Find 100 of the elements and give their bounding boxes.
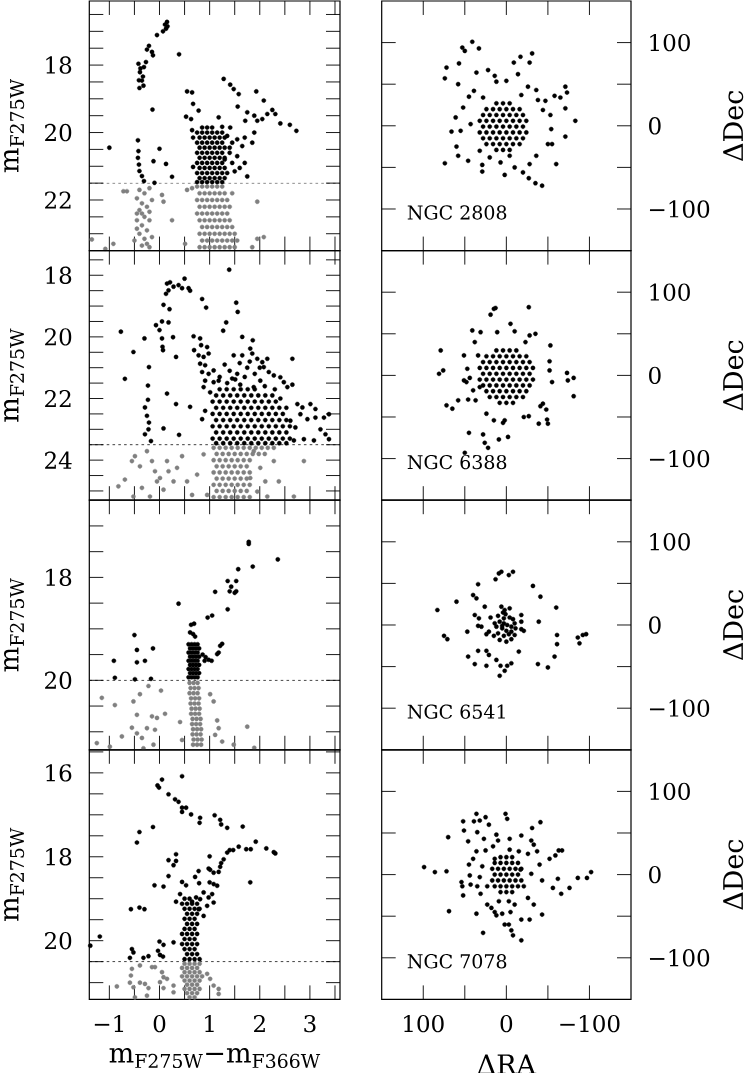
y-tick-label: 0: [649, 865, 661, 884]
point: [187, 961, 192, 967]
x-tick-label: 2: [254, 1014, 265, 1033]
point: [182, 986, 187, 992]
point: [164, 976, 170, 982]
point: [142, 981, 148, 987]
y-tick-label: 22: [45, 191, 71, 209]
point: [204, 971, 210, 977]
point: [187, 978, 192, 983]
point: [189, 990, 195, 996]
y-tick-label: 20: [45, 671, 72, 690]
point: [171, 983, 176, 988]
y-tick-label: −100: [649, 200, 710, 218]
point: [197, 978, 202, 983]
y-tick-label: 100: [650, 283, 690, 301]
point: [216, 991, 221, 997]
y-tick-label: 0: [649, 616, 661, 634]
x-axis-title: m$_{F275W}$−m$_{F366W}$: [109, 1048, 321, 1069]
point: [144, 993, 150, 998]
y-tick-label: 100: [650, 533, 690, 551]
point: [157, 979, 163, 985]
point: [179, 974, 185, 979]
point: [182, 969, 187, 975]
y-tick-label: 100: [650, 33, 690, 52]
y-axis-title: ΔDec: [723, 590, 744, 661]
x-tick-label: 3: [304, 1014, 316, 1033]
y-tick-label: −100: [649, 949, 710, 967]
point: [192, 986, 197, 992]
point: [182, 961, 187, 967]
x-tick-label: −1: [94, 1014, 124, 1033]
y-tick-label: 22: [45, 389, 71, 408]
point: [127, 980, 133, 985]
point: [192, 961, 197, 967]
point: [132, 995, 138, 1000]
point: [114, 984, 120, 989]
y-tick-label: 20: [45, 931, 72, 950]
annotation: NGC 6541: [407, 704, 505, 719]
y-tick-label: 0: [649, 366, 661, 385]
y-tick-label: 0: [649, 117, 661, 135]
y-tick-label: −100: [649, 449, 710, 468]
point: [179, 965, 185, 971]
point: [161, 974, 166, 980]
point: [211, 983, 216, 988]
x-tick-label: 0: [500, 1014, 513, 1033]
point: [199, 974, 205, 979]
x-tick-label: 1: [205, 1014, 214, 1033]
annotation: NGC 2808: [407, 205, 507, 220]
y-tick-label: 18: [46, 848, 72, 866]
point: [192, 969, 197, 975]
point: [187, 995, 192, 1000]
point: [184, 982, 190, 988]
point: [152, 964, 158, 970]
point: [129, 966, 135, 972]
point: [189, 982, 195, 988]
point: [128, 973, 134, 978]
y-axis-title: m$_{F275W}$: [4, 827, 25, 921]
point: [197, 961, 202, 967]
y-tick-label: 16: [46, 764, 72, 782]
point: [131, 984, 136, 990]
y-tick-label: −100: [649, 699, 710, 717]
point: [189, 974, 195, 979]
x-tick-label: 0: [153, 1014, 166, 1033]
point: [207, 976, 213, 982]
point: [194, 965, 200, 971]
point: [137, 980, 143, 985]
point: [182, 978, 187, 983]
point: [197, 969, 202, 975]
y-axis-title: ΔDec: [723, 340, 744, 411]
x-tick-label: −100: [560, 1014, 620, 1033]
point: [194, 974, 200, 979]
annotation: NGC 6388: [407, 454, 507, 470]
point: [197, 986, 202, 992]
y-tick-label: 18: [46, 266, 72, 284]
y-tick-label: 24: [45, 451, 72, 469]
point: [187, 969, 192, 975]
point: [161, 985, 166, 991]
point: [184, 965, 190, 971]
y-tick-label: 100: [650, 782, 690, 801]
y-axis-title: ΔDec: [723, 90, 744, 161]
point: [189, 965, 195, 971]
y-axis-title: m$_{F275W}$: [4, 578, 25, 672]
point: [184, 990, 190, 996]
point: [137, 963, 143, 968]
y-tick-label: 20: [45, 328, 72, 346]
annotation: NGC 7078: [407, 954, 507, 969]
point: [192, 995, 197, 1000]
point: [192, 978, 197, 983]
y-tick-label: 20: [45, 123, 72, 142]
y-axis-title: m$_{F275W}$: [4, 79, 25, 173]
y-axis-title: ΔDec: [723, 839, 744, 910]
point: [194, 982, 200, 988]
y-axis-title: m$_{F275W}$: [4, 328, 25, 422]
x-tick-label: 100: [404, 1014, 444, 1033]
point: [159, 969, 165, 975]
y-tick-label: 18: [46, 568, 72, 587]
point: [216, 986, 221, 992]
y-tick-label: 18: [46, 56, 72, 74]
point: [194, 990, 200, 996]
point: [184, 974, 190, 979]
point: [171, 989, 176, 995]
